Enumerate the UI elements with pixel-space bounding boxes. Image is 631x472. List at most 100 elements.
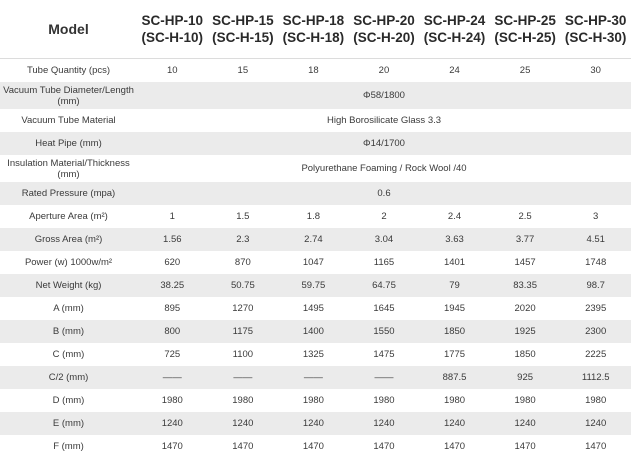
- row-label: Power (w) 1000w/m²: [0, 251, 137, 274]
- model-alt-name: (SC-H-30): [564, 30, 627, 45]
- row-label: C (mm): [0, 343, 137, 366]
- table-row: Heat Pipe (mm) Φ14/1700: [0, 132, 631, 155]
- value-cell: 1400: [278, 320, 349, 343]
- value-cell: 1980: [137, 389, 208, 412]
- value-cell: 1270: [207, 297, 279, 320]
- model-alt-name: (SC-H-25): [494, 30, 556, 45]
- table-row: C/2 (mm) —— —— —— —— 887.5 925 1112.5: [0, 366, 631, 389]
- value-cell: ——: [137, 366, 208, 389]
- value-cell: 98.7: [560, 274, 631, 297]
- value-cell: 1980: [560, 389, 631, 412]
- value-cell: 1495: [278, 297, 349, 320]
- value-cell: 1980: [207, 389, 279, 412]
- value-cell: 1470: [278, 435, 349, 458]
- table-row: Rated Pressure (mpa) 0.6: [0, 182, 631, 205]
- value-cell: 1470: [348, 435, 420, 458]
- row-label: Gross Area (m²): [0, 228, 137, 251]
- value-cell: 1645: [348, 297, 420, 320]
- row-label: Tube Quantity (pcs): [0, 58, 137, 82]
- model-alt-name: (SC-H-15): [212, 30, 274, 45]
- value-cell: 30: [560, 58, 631, 82]
- table-row: Insulation Material/Thickness (mm) Polyur…: [0, 155, 631, 182]
- row-label: A (mm): [0, 297, 137, 320]
- model-name: SC-HP-18: [282, 13, 345, 28]
- value-cell: 1325: [278, 343, 349, 366]
- value-cell: 800: [137, 320, 208, 343]
- value-cell: 3.77: [489, 228, 561, 251]
- merged-value-cell: Φ14/1700: [137, 132, 631, 155]
- value-cell: 50.75: [207, 274, 279, 297]
- table-row: E (mm) 1240 1240 1240 1240 1240 1240 1240: [0, 412, 631, 435]
- row-label: Heat Pipe (mm): [0, 132, 137, 155]
- model-header-cell: SC-HP-25 (SC-H-25): [489, 0, 561, 59]
- row-label: C/2 (mm): [0, 366, 137, 389]
- table-row: F (mm) 1470 1470 1470 1470 1470 1470 1470: [0, 435, 631, 458]
- value-cell: 2.74: [278, 228, 349, 251]
- value-cell: 20: [348, 58, 420, 82]
- row-label: Rated Pressure (mpa): [0, 182, 137, 205]
- value-cell: 1240: [278, 412, 349, 435]
- model-header-cell: SC-HP-15 (SC-H-15): [207, 0, 279, 59]
- value-cell: 1470: [419, 435, 490, 458]
- value-cell: 2.3: [207, 228, 279, 251]
- spec-table-body: Tube Quantity (pcs) 10 15 18 20 24 25 30 Vacuum …: [0, 58, 631, 458]
- row-label: Aperture Area (m²): [0, 205, 137, 228]
- value-cell: 24: [419, 58, 490, 82]
- merged-value-cell: Φ58/1800: [137, 82, 631, 109]
- value-cell: 1175: [207, 320, 279, 343]
- model-alt-name: (SC-H-24): [423, 30, 486, 45]
- model-alt-name: (SC-H-20): [353, 30, 415, 45]
- table-row: Tube Quantity (pcs) 10 15 18 20 24 25 30: [0, 58, 631, 82]
- value-cell: 1850: [489, 343, 561, 366]
- table-row: C (mm) 725 1100 1325 1475 1775 1850 2225: [0, 343, 631, 366]
- value-cell: ——: [348, 366, 420, 389]
- value-cell: 1850: [419, 320, 490, 343]
- value-cell: 1240: [348, 412, 420, 435]
- value-cell: 1748: [560, 251, 631, 274]
- table-row: Vacuum Tube Diameter/Length (mm) Φ58/1800: [0, 82, 631, 109]
- value-cell: 887.5: [419, 366, 490, 389]
- value-cell: 1980: [278, 389, 349, 412]
- value-cell: 725: [137, 343, 208, 366]
- value-cell: 870: [207, 251, 279, 274]
- row-label: B (mm): [0, 320, 137, 343]
- table-row: Vacuum Tube Material High Borosilicate Gl…: [0, 109, 631, 132]
- model-header-cell: SC-HP-18 (SC-H-18): [278, 0, 349, 59]
- table-row: B (mm) 800 1175 1400 1550 1850 1925 2300: [0, 320, 631, 343]
- row-label: Net Weight (kg): [0, 274, 137, 297]
- value-cell: 1470: [560, 435, 631, 458]
- value-cell: 1401: [419, 251, 490, 274]
- model-name: SC-HP-20: [353, 13, 415, 28]
- row-label: Vacuum Tube Material: [0, 109, 137, 132]
- value-cell: 1925: [489, 320, 561, 343]
- value-cell: 1457: [489, 251, 561, 274]
- value-cell: 1475: [348, 343, 420, 366]
- value-cell: 1470: [489, 435, 561, 458]
- model-name: SC-HP-25: [494, 13, 556, 28]
- table-row: D (mm) 1980 1980 1980 1980 1980 1980 1980: [0, 389, 631, 412]
- value-cell: 1: [137, 205, 208, 228]
- value-cell: 1470: [207, 435, 279, 458]
- value-cell: 1980: [419, 389, 490, 412]
- value-cell: 1047: [278, 251, 349, 274]
- value-cell: 1980: [348, 389, 420, 412]
- model-name: SC-HP-15: [212, 13, 274, 28]
- model-header-cell: SC-HP-10 (SC-H-10): [137, 0, 208, 59]
- model-header-label: Model: [0, 0, 137, 59]
- value-cell: 38.25: [137, 274, 208, 297]
- value-cell: 4.51: [560, 228, 631, 251]
- value-cell: 1.56: [137, 228, 208, 251]
- table-row: Aperture Area (m²) 1 1.5 1.8 2 2.4 2.5 3: [0, 205, 631, 228]
- value-cell: 25: [489, 58, 561, 82]
- value-cell: 64.75: [348, 274, 420, 297]
- value-cell: 2225: [560, 343, 631, 366]
- value-cell: 620: [137, 251, 208, 274]
- value-cell: 10: [137, 58, 208, 82]
- row-label: Vacuum Tube Diameter/Length (mm): [0, 82, 137, 109]
- value-cell: 2020: [489, 297, 561, 320]
- row-label: Insulation Material/Thickness (mm): [0, 155, 137, 182]
- value-cell: 1550: [348, 320, 420, 343]
- value-cell: 79: [419, 274, 490, 297]
- model-name: SC-HP-30: [564, 13, 627, 28]
- value-cell: ——: [207, 366, 279, 389]
